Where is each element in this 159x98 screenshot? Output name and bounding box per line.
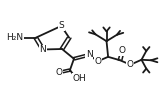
Text: OH: OH [72,74,86,83]
Text: O: O [127,60,134,69]
Text: N: N [86,50,92,59]
Text: O: O [55,68,62,77]
Text: O: O [94,57,101,66]
Text: N: N [40,45,46,54]
Text: O: O [119,46,126,55]
Text: H₂N: H₂N [6,33,23,42]
Text: S: S [58,21,64,30]
